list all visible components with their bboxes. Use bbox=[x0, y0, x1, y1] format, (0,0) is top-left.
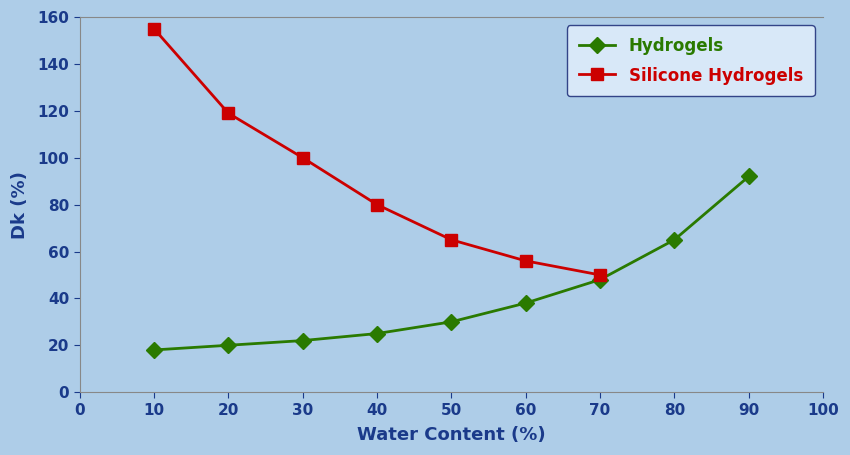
Silicone Hydrogels bbox=[446, 237, 456, 243]
Silicone Hydrogels bbox=[372, 202, 382, 207]
Legend: Hydrogels, Silicone Hydrogels: Hydrogels, Silicone Hydrogels bbox=[567, 25, 814, 96]
Silicone Hydrogels bbox=[224, 111, 234, 116]
Hydrogels bbox=[669, 237, 679, 243]
Hydrogels bbox=[372, 331, 382, 336]
Silicone Hydrogels bbox=[149, 26, 159, 31]
Y-axis label: Dk (%): Dk (%) bbox=[11, 171, 29, 238]
Hydrogels bbox=[446, 319, 456, 324]
Silicone Hydrogels bbox=[520, 258, 530, 263]
Hydrogels bbox=[298, 338, 308, 344]
Hydrogels bbox=[744, 174, 754, 179]
X-axis label: Water Content (%): Water Content (%) bbox=[357, 426, 546, 444]
Hydrogels bbox=[520, 300, 530, 306]
Hydrogels bbox=[595, 277, 605, 283]
Line: Silicone Hydrogels: Silicone Hydrogels bbox=[149, 23, 605, 280]
Hydrogels bbox=[224, 343, 234, 348]
Hydrogels bbox=[149, 347, 159, 353]
Silicone Hydrogels bbox=[298, 155, 308, 161]
Silicone Hydrogels bbox=[595, 272, 605, 278]
Line: Hydrogels: Hydrogels bbox=[149, 171, 754, 355]
